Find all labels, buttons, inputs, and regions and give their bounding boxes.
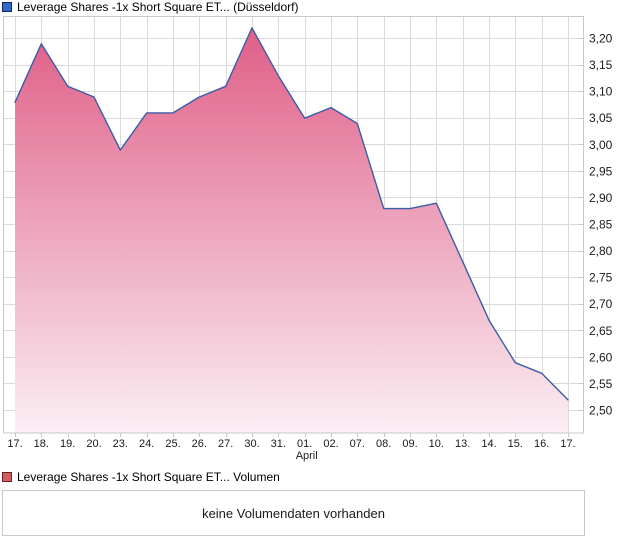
x-tick-label: 01. [297, 438, 312, 450]
chart-title-row: Leverage Shares -1x Short Square ET... (… [2, 0, 298, 14]
y-tick-label: 2,55 [589, 377, 613, 391]
x-tick-label: 10. [429, 438, 444, 450]
price-series-icon [2, 2, 12, 12]
x-tick-label: 13. [455, 438, 470, 450]
y-tick-label: 2,50 [589, 404, 613, 418]
volume-series-icon [2, 472, 12, 482]
x-tick-label: 17. [560, 438, 575, 450]
y-tick-label: 3,10 [589, 85, 613, 99]
x-tick-label: 23. [113, 438, 128, 450]
volume-legend-row: Leverage Shares -1x Short Square ET... V… [2, 470, 280, 484]
y-tick-label: 2,70 [589, 297, 613, 311]
no-volume-message: keine Volumendaten vorhanden [202, 505, 385, 521]
x-tick-label: 19. [60, 438, 75, 450]
x-tick-label: 07. [350, 438, 365, 450]
y-tick-label: 3,05 [589, 111, 613, 125]
x-tick-label: 09. [402, 438, 417, 450]
x-tick-label: 17. [7, 438, 22, 450]
x-tick-label: 15. [508, 438, 523, 450]
x-tick-label: 20. [86, 438, 101, 450]
plot-frame [3, 16, 584, 437]
x-tick-label: 25. [165, 438, 180, 450]
x-tick-label: 14. [481, 438, 496, 450]
y-tick-label: 2,95 [589, 164, 613, 178]
y-tick-label: 3,15 [589, 58, 613, 72]
x-tick-label: 02. [323, 438, 338, 450]
price-line [14, 27, 569, 401]
y-tick-label: 2,80 [589, 244, 613, 258]
y-tick-label: 2,75 [589, 271, 613, 285]
y-tick-label: 2,90 [589, 191, 613, 205]
volume-panel: keine Volumendaten vorhanden [2, 490, 585, 536]
price-chart-canvas: 3,20 3,15 3,10 3,05 3,00 2,95 2,90 2,85 2,80 2,75… [3, 16, 613, 462]
month-label: April [296, 450, 318, 462]
chart-title: Leverage Shares -1x Short Square ET... (… [17, 0, 299, 14]
x-tick-label: 16. [534, 438, 549, 450]
x-tick-label: 31. [271, 438, 286, 450]
x-tick-label: 08. [376, 438, 391, 450]
y-tick-label: 2,60 [589, 350, 613, 364]
y-tick-label: 2,85 [589, 218, 613, 232]
x-tick-label: 26. [192, 438, 207, 450]
x-tick-label: 27. [218, 438, 233, 450]
y-tick-label: 3,00 [589, 138, 613, 152]
x-tick-label: 24. [139, 438, 154, 450]
x-tick-label: 30. [244, 438, 259, 450]
y-tick-label: 2,65 [589, 324, 613, 338]
price-area [15, 27, 568, 434]
volume-legend-label: Leverage Shares -1x Short Square ET... V… [17, 470, 280, 484]
x-tick-label: 18. [34, 438, 49, 450]
y-tick-label: 3,20 [589, 32, 613, 46]
